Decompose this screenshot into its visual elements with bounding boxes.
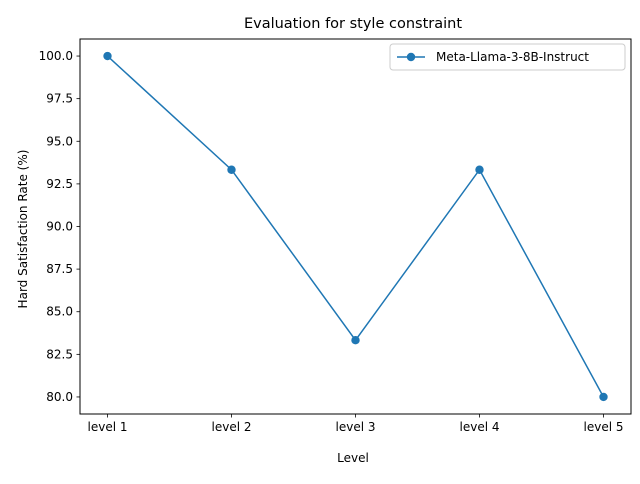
data-point	[599, 392, 608, 402]
y-tick-label: 97.5	[46, 92, 73, 106]
x-tick-label: level 5	[584, 420, 624, 434]
y-axis-label: Hard Satisfaction Rate (%)	[16, 150, 30, 309]
y-tick-label: 92.5	[46, 177, 73, 191]
legend: Meta-Llama-3-8B-Instruct	[389, 43, 626, 71]
y-tick-label: 85.0	[46, 305, 73, 319]
x-tick-label: level 2	[212, 420, 252, 434]
x-tick-label: level 4	[460, 420, 500, 434]
data-point	[103, 51, 112, 61]
data-point	[475, 165, 484, 174]
chart-title: Evaluation for style constraint	[244, 16, 462, 32]
series-line	[106, 55, 605, 398]
legend-marker	[406, 52, 416, 62]
y-axis-ticks: 80.0 82.5 85.0 87.5 90.0 92.5 95.0 97.5 100.0	[39, 49, 80, 404]
y-tick-label: 95.0	[46, 134, 73, 148]
y-tick-label: 90.0	[46, 220, 73, 234]
y-tick-label: 87.5	[46, 262, 73, 276]
x-tick-label: level 1	[88, 420, 128, 434]
series-layer	[103, 51, 608, 402]
x-axis-label: Level	[337, 451, 369, 465]
y-tick-label: 80.0	[46, 390, 73, 404]
x-axis-ticks: level 1 level 2 level 3 level 4 level 5	[88, 414, 624, 434]
legend-box	[389, 43, 626, 71]
y-tick-label: 100.0	[39, 49, 73, 63]
legend-entry-label: Meta-Llama-3-8B-Instruct	[436, 50, 589, 64]
x-tick-label: level 3	[336, 420, 376, 434]
y-tick-label: 82.5	[46, 347, 73, 361]
data-point	[227, 165, 236, 174]
plot-frame	[79, 38, 632, 415]
data-point	[351, 335, 360, 345]
